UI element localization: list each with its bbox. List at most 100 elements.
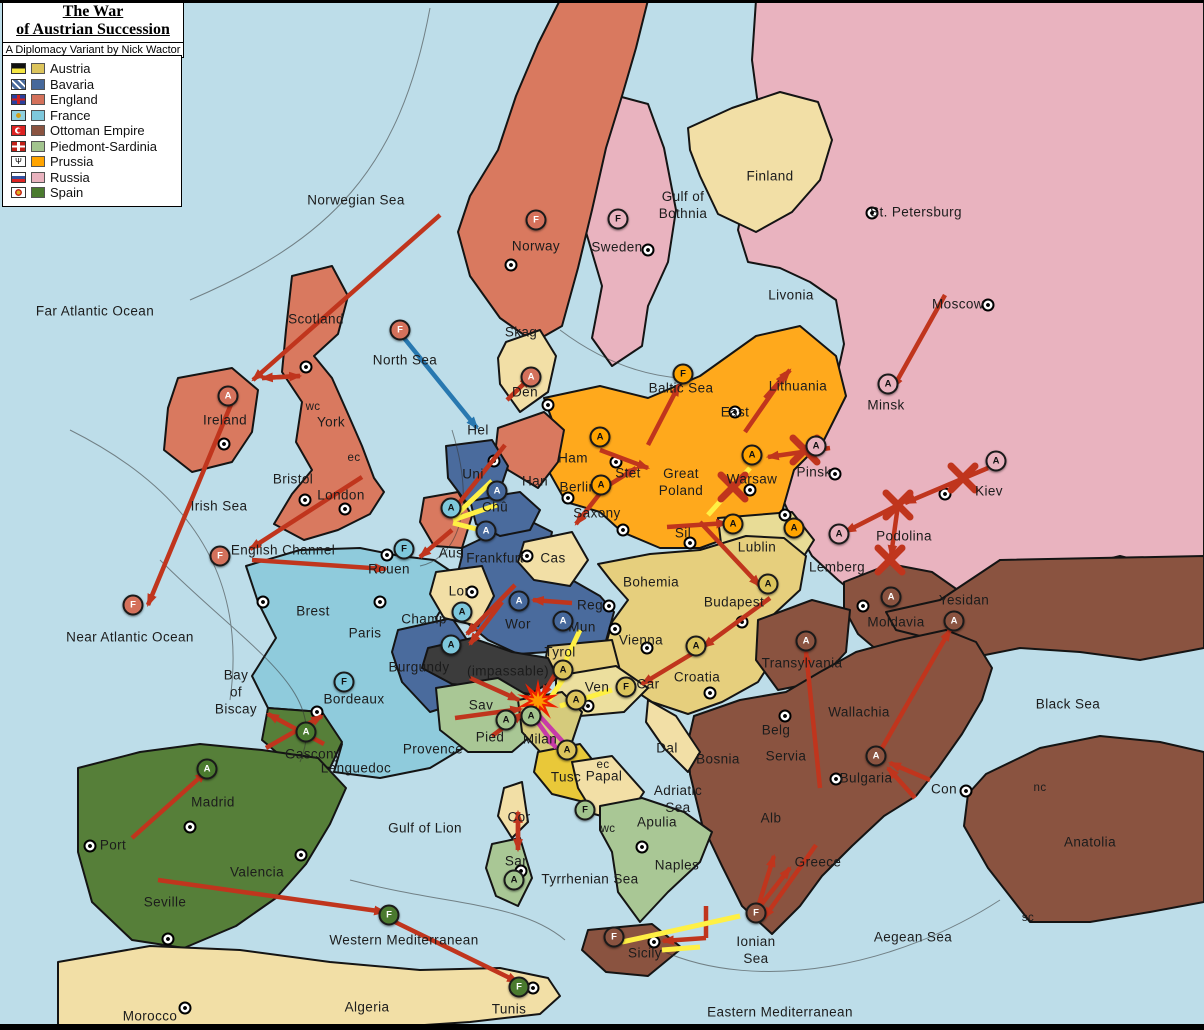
territory-label-york: York — [316, 414, 346, 430]
territory-label-rouen: Rouen — [368, 561, 410, 577]
move-order-arrow — [468, 600, 504, 646]
legend-item-england: England — [11, 92, 181, 108]
territory-label-sav: Sav — [468, 697, 494, 713]
territory-label-sil: Sil — [674, 525, 692, 541]
bavaria-flag-icon — [11, 78, 26, 90]
territory-label-brest: Brest — [296, 603, 330, 619]
supply-center-dot — [183, 820, 197, 834]
territory-label-wor: Wor — [505, 616, 531, 632]
piedmont-army-unit-pied: A — [495, 709, 517, 731]
austria-army-unit-budapest: A — [757, 573, 779, 595]
territory-label-sar: Sar — [504, 853, 528, 869]
territory-label-east: East — [720, 404, 750, 420]
england-flag-icon — [11, 94, 26, 106]
supply-center-dot — [608, 622, 622, 636]
territory-label-livonia: Livonia — [768, 287, 814, 303]
supply-center-dot — [298, 493, 312, 507]
supply-center-dot — [703, 686, 717, 700]
ottoman-flag-icon — [11, 125, 26, 137]
territory-label-ionian-sea: Ionian Sea — [736, 934, 776, 966]
legend-item-prussia: Ψ Prussia — [11, 154, 181, 170]
battle-explosion-icon — [527, 690, 549, 712]
territory-label-ham: Ham — [558, 450, 588, 466]
england-fleet-unit-english-channel: F — [209, 545, 231, 567]
territory-label-paris: Paris — [348, 625, 382, 641]
supply-center-dot — [465, 585, 479, 599]
map-subtitle: A Diplomacy Variant by Nick Wactor — [3, 41, 183, 57]
territory-label-skag: Skag — [504, 324, 538, 340]
move-order-arrow — [599, 447, 651, 471]
territory-label-gulf-of-bothnia: Gulf of Bothnia — [658, 189, 708, 221]
territory-label-bordeaux: Bordeaux — [323, 691, 385, 707]
supply-center-dot — [561, 491, 575, 505]
territory-label-tusc: Tusc — [550, 769, 582, 785]
territory-label-minsk: Minsk — [867, 397, 905, 413]
territory-label-servia: Servia — [765, 748, 807, 764]
territory-label-hel: Hel — [467, 422, 489, 438]
supply-center-dot — [294, 848, 308, 862]
territory-label-yesidan: Yesidan — [938, 592, 990, 608]
territory-label-bay-of-biscay: Bay of Biscay — [214, 667, 258, 717]
support-order-line — [621, 913, 741, 945]
map-title-line2: of Austrian Succession — [16, 21, 170, 39]
prussia-fleet-unit-baltic-sea: F — [672, 363, 694, 385]
spain-fleet-unit-western-mediterranean: F — [378, 904, 400, 926]
england-color-swatch — [31, 94, 45, 106]
england-army-unit-ireland: A — [217, 385, 239, 407]
cut-order-x-mark — [882, 489, 914, 521]
move-order-arrow — [802, 649, 823, 789]
legend-item-austria: Austria — [11, 61, 181, 77]
legend-label-russia: Russia — [50, 169, 90, 185]
piedmont-flag-icon — [11, 140, 26, 152]
territory-label-st-petersburg: St. Petersburg — [870, 204, 962, 220]
territory-label-gulf-of-lion: Gulf of Lion — [388, 820, 462, 836]
move-order-arrow — [157, 877, 388, 916]
move-order-arrow — [465, 583, 517, 636]
move-order-arrow — [887, 504, 901, 559]
supply-center-dot — [217, 437, 231, 451]
territory-label-ec: ec — [347, 451, 361, 464]
territory-label-con: Con — [931, 781, 957, 797]
legend-label-prussia: Prussia — [50, 154, 94, 170]
support-order-line — [562, 628, 583, 664]
territory-label-bristol: Bristol — [272, 471, 314, 487]
move-order-arrow — [394, 919, 520, 985]
territory-label-far-atlantic-ocean: Far Atlantic Ocean — [35, 303, 155, 319]
territory-label-sweden: Sweden — [591, 239, 643, 255]
supply-center-dot — [829, 772, 843, 786]
supply-center-dot — [541, 398, 555, 412]
territory-label-provence: Provence — [402, 741, 464, 757]
move-order-arrow — [891, 293, 947, 390]
territory-label-tyrol: Tyrol — [544, 644, 576, 660]
territory-label-lublin: Lublin — [737, 539, 777, 555]
territory-label-black-sea: Black Sea — [1035, 696, 1101, 712]
piedmont-army-unit-sar: A — [503, 869, 525, 891]
territory-label-nc: nc — [1033, 781, 1047, 794]
russia-fleet-unit-sweden: F — [607, 208, 629, 230]
move-order-arrow — [903, 465, 989, 506]
territory-label-great-poland: Great Poland — [658, 466, 704, 498]
supply-center-dot — [616, 523, 630, 537]
legend-item-bavaria: Bavaria — [11, 77, 181, 93]
territory-label-scotland: Scotland — [288, 311, 344, 327]
supply-center-dot — [981, 298, 995, 312]
move-order-arrow — [754, 853, 777, 911]
territory-label-tyrrhenian-sea: Tyrrhenian Sea — [541, 871, 639, 887]
move-order-arrow — [701, 596, 772, 649]
piedmont-army-unit-milan: A — [520, 705, 542, 727]
legend-label-england: England — [50, 92, 98, 108]
russia-army-unit-minsk: A — [877, 373, 899, 395]
legend-item-russia: Russia — [11, 170, 181, 186]
territory-label-western-mediterranean: Western Mediterranean — [329, 932, 479, 948]
supply-center-dot — [520, 549, 534, 563]
territory-label-port: Port — [99, 837, 127, 853]
ottoman-army-unit-bulgaria: A — [865, 745, 887, 767]
move-order-arrow — [698, 520, 762, 588]
cut-order-x-mark — [947, 462, 979, 494]
supply-center-dot — [641, 243, 655, 257]
move-order-arrow — [145, 401, 235, 608]
cut-order-x-mark — [874, 544, 906, 576]
supply-center-dot — [778, 709, 792, 723]
territory-label-madrid: Madrid — [191, 794, 235, 810]
